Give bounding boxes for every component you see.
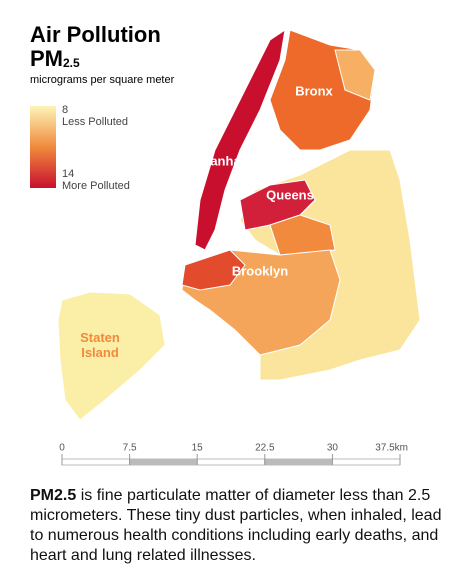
description-text: is fine particulate matter of diameter l… (30, 487, 442, 564)
legend-gradient (30, 106, 56, 188)
scale-bar: 0 7.5 15 22.5 30 37.5km (59, 443, 408, 466)
measure-main: PM (30, 46, 63, 71)
scale-label: 37.5km (375, 443, 408, 454)
legend-high-label: More Polluted (62, 180, 130, 192)
borough-labels: Bronx Manhattan Queens Brooklyn Staten Is… (80, 83, 333, 360)
legend-high: 14 (62, 168, 74, 180)
borough-label: Queens (266, 187, 314, 202)
description-term: PM2.5 (30, 487, 77, 504)
scale-label: 15 (192, 443, 204, 454)
scale-label: 22.5 (255, 443, 275, 454)
borough-label: Manhattan (200, 153, 265, 168)
map-figure: Air Pollution PM2.5 micrograms per squar… (30, 22, 421, 466)
queens-mid (269, 214, 336, 256)
title: Air Pollution (30, 22, 161, 47)
staten-island (57, 291, 166, 421)
scale-label: 7.5 (123, 443, 137, 454)
manhattan (194, 28, 286, 251)
brooklyn-north (181, 249, 246, 291)
boroughs (57, 28, 421, 421)
measure-sub: 2.5 (63, 56, 80, 70)
scale-label: 30 (327, 443, 339, 454)
measure: PM2.5 (30, 46, 80, 71)
scale-segment (129, 458, 198, 466)
legend-low-label: Less Polluted (62, 116, 128, 128)
scale-segment (264, 458, 333, 466)
scale-segment (61, 458, 131, 466)
scale-segment (196, 458, 266, 466)
queens-west (239, 179, 316, 231)
description: PM2.5 is fine particulate matter of diam… (30, 486, 450, 566)
scale-label: 0 (59, 443, 65, 454)
bronx-east (334, 49, 376, 101)
scale-segment (331, 458, 401, 466)
borough-label: Bronx (295, 83, 333, 98)
borough-label: Brooklyn (232, 263, 288, 278)
units: micrograms per square meter (30, 74, 175, 86)
borough-label: Staten Island (80, 330, 120, 360)
legend-low: 8 (62, 104, 68, 116)
